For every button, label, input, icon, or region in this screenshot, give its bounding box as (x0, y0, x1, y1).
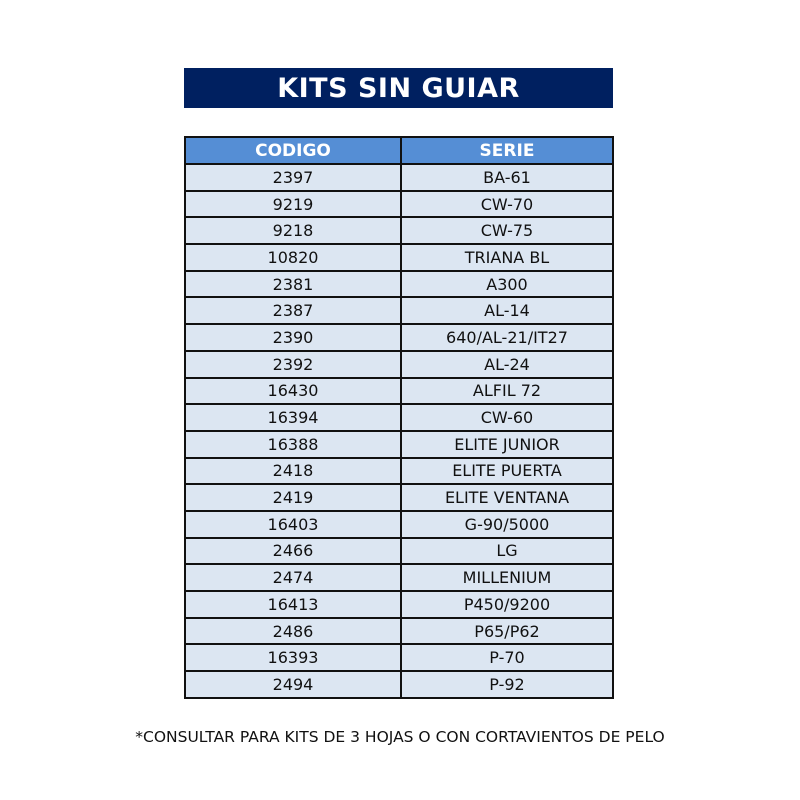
table-row: 9218 CW-75 (184, 216, 614, 246)
serie-cell: MILLENIUM (400, 563, 614, 592)
serie-cell: ELITE VENTANA (400, 483, 614, 512)
codigo-cell: 2474 (184, 563, 402, 592)
serie-cell: CW-60 (400, 403, 614, 432)
serie-cell: TRIANA BL (400, 243, 614, 272)
codigo-cell: 9219 (184, 189, 402, 219)
serie-cell: CW-75 (400, 216, 614, 246)
codigo-cell: 10820 (184, 243, 402, 272)
table-row: 2392 AL-24 (184, 349, 614, 379)
codigo-cell: 16394 (184, 403, 402, 432)
column-header-serie: SERIE (400, 136, 614, 165)
column-header-codigo: CODIGO (184, 136, 402, 165)
serie-cell: P-70 (400, 643, 614, 673)
serie-cell: AL-24 (400, 349, 614, 379)
table-row: 2418 ELITE PUERTA (184, 456, 614, 486)
table-row: 16413 P450/9200 (184, 590, 614, 619)
codigo-cell: 2397 (184, 163, 402, 192)
serie-cell: P65/P62 (400, 616, 614, 646)
table-row: 9219 CW-70 (184, 189, 614, 219)
codigo-cell: 2390 (184, 323, 402, 352)
kits-table: CODIGO SERIE 2397 BA-61 9219 CW-70 9218 CW-75… (184, 136, 614, 699)
footnote: *CONSULTAR PARA KITS DE 3 HOJAS O CON CO… (135, 728, 665, 746)
table-row: 16393 P-70 (184, 643, 614, 673)
serie-cell: ELITE PUERTA (400, 456, 614, 486)
codigo-cell: 16388 (184, 429, 402, 459)
serie-cell: AL-14 (400, 296, 614, 326)
codigo-cell: 9218 (184, 216, 402, 246)
table-row: 2474 MILLENIUM (184, 563, 614, 592)
table-row: 2390 640/AL-21/IT27 (184, 323, 614, 352)
table-row: 2466 LG (184, 536, 614, 566)
table-row: 2387 AL-14 (184, 296, 614, 326)
table-row: 16430 ALFIL 72 (184, 376, 614, 406)
codigo-cell: 2494 (184, 670, 402, 699)
codigo-cell: 2381 (184, 269, 402, 299)
page-title: KITS SIN GUIAR (184, 68, 613, 108)
codigo-cell: 2419 (184, 483, 402, 512)
serie-cell: 640/AL-21/IT27 (400, 323, 614, 352)
codigo-cell: 2466 (184, 536, 402, 566)
table-row: 2397 BA-61 (184, 163, 614, 192)
codigo-cell: 16413 (184, 590, 402, 619)
table-row: 16388 ELITE JUNIOR (184, 429, 614, 459)
codigo-cell: 2418 (184, 456, 402, 486)
serie-cell: LG (400, 536, 614, 566)
serie-cell: G-90/5000 (400, 509, 614, 539)
serie-cell: BA-61 (400, 163, 614, 192)
serie-cell: A300 (400, 269, 614, 299)
table-row: 2494 P-92 (184, 670, 614, 699)
table-row: 2381 A300 (184, 269, 614, 299)
codigo-cell: 16393 (184, 643, 402, 673)
codigo-cell: 2392 (184, 349, 402, 379)
serie-cell: P450/9200 (400, 590, 614, 619)
serie-cell: ALFIL 72 (400, 376, 614, 406)
codigo-cell: 16430 (184, 376, 402, 406)
table-row: 16394 CW-60 (184, 403, 614, 432)
serie-cell: P-92 (400, 670, 614, 699)
table-row: 2486 P65/P62 (184, 616, 614, 646)
codigo-cell: 2486 (184, 616, 402, 646)
table-row: 10820 TRIANA BL (184, 243, 614, 272)
serie-cell: CW-70 (400, 189, 614, 219)
table-row: 2419 ELITE VENTANA (184, 483, 614, 512)
table-header-row: CODIGO SERIE (184, 136, 614, 165)
codigo-cell: 16403 (184, 509, 402, 539)
serie-cell: ELITE JUNIOR (400, 429, 614, 459)
codigo-cell: 2387 (184, 296, 402, 326)
table-row: 16403 G-90/5000 (184, 509, 614, 539)
